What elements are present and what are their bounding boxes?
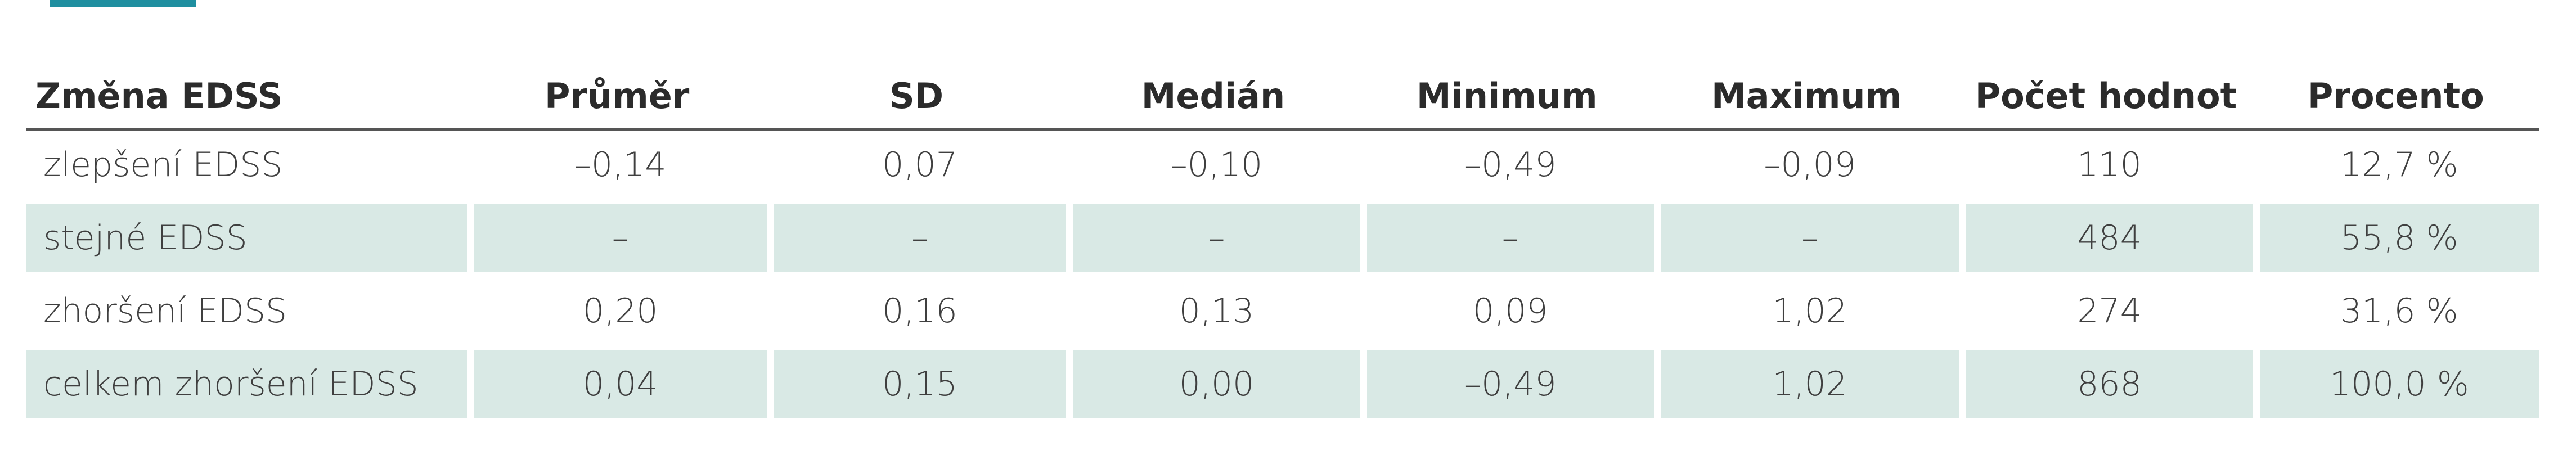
cell-median: – xyxy=(1066,204,1360,277)
cell-sd: 0,16 xyxy=(766,277,1067,350)
cell-minimum: 0,09 xyxy=(1360,277,1654,350)
column-header-change: Změna EDSS xyxy=(26,64,467,130)
table-row: zlepšení EDSS –0,14 0,07 –0,10 –0,49 –0,… xyxy=(26,130,2539,204)
cell-percent: 31,6 % xyxy=(2253,277,2539,350)
table-row: celkem zhoršení EDSS 0,04 0,15 0,00 –0,4… xyxy=(26,350,2539,423)
cell-mean: –0,14 xyxy=(467,130,767,204)
cell-sd: – xyxy=(766,204,1067,277)
cell-percent: 12,7 % xyxy=(2253,130,2539,204)
cell-percent: 55,8 % xyxy=(2253,204,2539,277)
column-header-maximum: Maximum xyxy=(1653,64,1959,130)
cell-count: 110 xyxy=(1959,130,2253,204)
cell-percent: 100,0 % xyxy=(2253,350,2539,423)
row-label: zhoršení EDSS xyxy=(26,277,467,350)
cell-minimum: –0,49 xyxy=(1360,350,1654,423)
column-header-count: Počet hodnot xyxy=(1959,64,2253,130)
cell-count: 484 xyxy=(1959,204,2253,277)
column-header-mean: Průměr xyxy=(467,64,767,130)
column-header-median: Medián xyxy=(1066,64,1360,130)
cell-maximum: –0,09 xyxy=(1653,130,1959,204)
table-row: zhoršení EDSS 0,20 0,16 0,13 0,09 1,02 2… xyxy=(26,277,2539,350)
cell-sd: 0,15 xyxy=(766,350,1067,423)
cell-maximum: 1,02 xyxy=(1653,350,1959,423)
cell-median: 0,13 xyxy=(1066,277,1360,350)
table-header-row: Změna EDSS Průměr SD Medián Minimum Maxi… xyxy=(26,64,2539,130)
cell-count: 868 xyxy=(1959,350,2253,423)
column-header-minimum: Minimum xyxy=(1360,64,1654,130)
row-label: stejné EDSS xyxy=(26,204,467,277)
header-accent-bar xyxy=(50,0,196,7)
cell-maximum: – xyxy=(1653,204,1959,277)
cell-maximum: 1,02 xyxy=(1653,277,1959,350)
cell-count: 274 xyxy=(1959,277,2253,350)
column-header-sd: SD xyxy=(766,64,1067,130)
cell-sd: 0,07 xyxy=(766,130,1067,204)
cell-minimum: –0,49 xyxy=(1360,130,1654,204)
edss-change-table: Změna EDSS Průměr SD Medián Minimum Maxi… xyxy=(26,64,2539,423)
cell-mean: 0,20 xyxy=(467,277,767,350)
cell-median: –0,10 xyxy=(1066,130,1360,204)
column-header-percent: Procento xyxy=(2253,64,2539,130)
cell-minimum: – xyxy=(1360,204,1654,277)
row-label: celkem zhoršení EDSS xyxy=(26,350,467,423)
cell-mean: – xyxy=(467,204,767,277)
cell-mean: 0,04 xyxy=(467,350,767,423)
cell-median: 0,00 xyxy=(1066,350,1360,423)
table-row: stejné EDSS – – – – – 484 55,8 % xyxy=(26,204,2539,277)
row-label: zlepšení EDSS xyxy=(26,130,467,204)
